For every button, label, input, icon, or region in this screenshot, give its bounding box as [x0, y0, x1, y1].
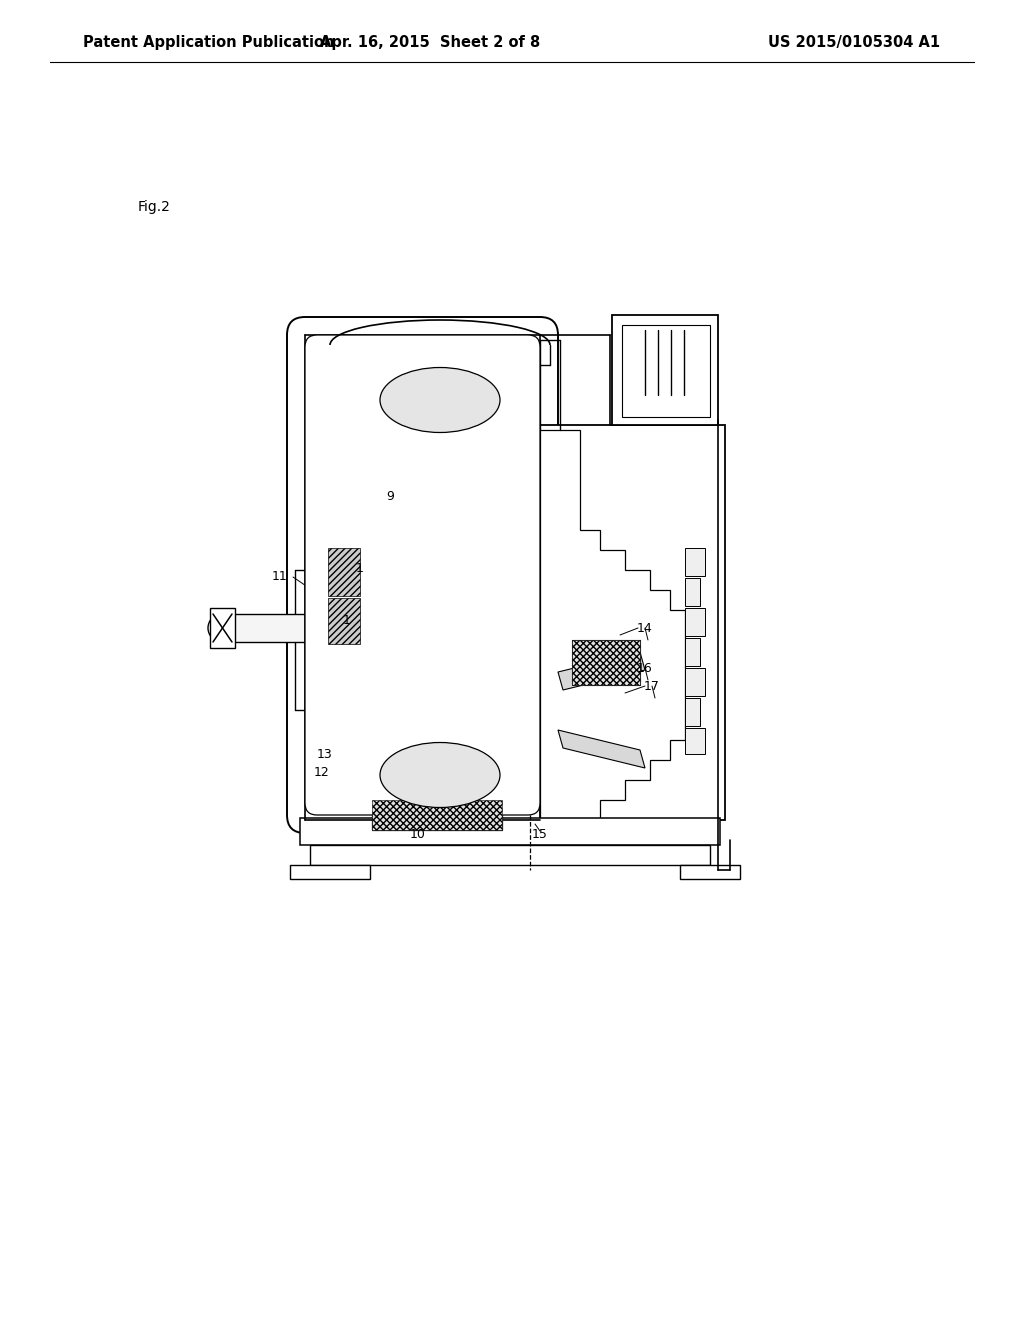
Bar [328, 548, 360, 597]
Bar [572, 640, 640, 685]
Bar [622, 325, 710, 417]
Text: Patent Application Publication: Patent Application Publication [83, 36, 335, 50]
Text: 1: 1 [343, 614, 351, 627]
Bar [310, 845, 710, 865]
Bar [685, 578, 700, 606]
Text: 14: 14 [637, 622, 653, 635]
Text: 10: 10 [410, 829, 426, 842]
Bar [685, 729, 705, 754]
Text: 9: 9 [386, 490, 394, 503]
Ellipse shape [380, 742, 500, 808]
Bar [328, 598, 360, 644]
Text: 1: 1 [356, 561, 364, 574]
Bar [680, 865, 740, 879]
Polygon shape [558, 652, 645, 690]
Text: 13: 13 [317, 748, 333, 762]
Bar [572, 640, 640, 685]
Bar [372, 800, 502, 830]
Text: 12: 12 [314, 767, 330, 780]
Bar [230, 614, 325, 642]
Text: 16: 16 [637, 661, 653, 675]
Bar [685, 548, 705, 576]
Bar [210, 609, 234, 648]
FancyBboxPatch shape [305, 335, 540, 814]
Text: 15: 15 [532, 829, 548, 842]
Bar [612, 315, 718, 425]
Bar [328, 598, 360, 644]
Bar [685, 668, 705, 696]
Bar [685, 638, 700, 667]
Text: US 2015/0105304 A1: US 2015/0105304 A1 [768, 36, 940, 50]
Bar [372, 800, 502, 830]
Bar [540, 425, 725, 820]
Bar [685, 698, 700, 726]
Polygon shape [540, 430, 685, 820]
Ellipse shape [380, 367, 500, 433]
Polygon shape [558, 730, 645, 768]
Text: 17: 17 [644, 680, 659, 693]
Bar [328, 548, 360, 597]
Bar [685, 609, 705, 636]
Text: Apr. 16, 2015  Sheet 2 of 8: Apr. 16, 2015 Sheet 2 of 8 [319, 36, 540, 50]
Text: Fig.2: Fig.2 [138, 201, 171, 214]
Text: 11: 11 [272, 570, 288, 583]
Bar [290, 865, 370, 879]
Bar [300, 818, 720, 845]
FancyBboxPatch shape [287, 317, 558, 833]
